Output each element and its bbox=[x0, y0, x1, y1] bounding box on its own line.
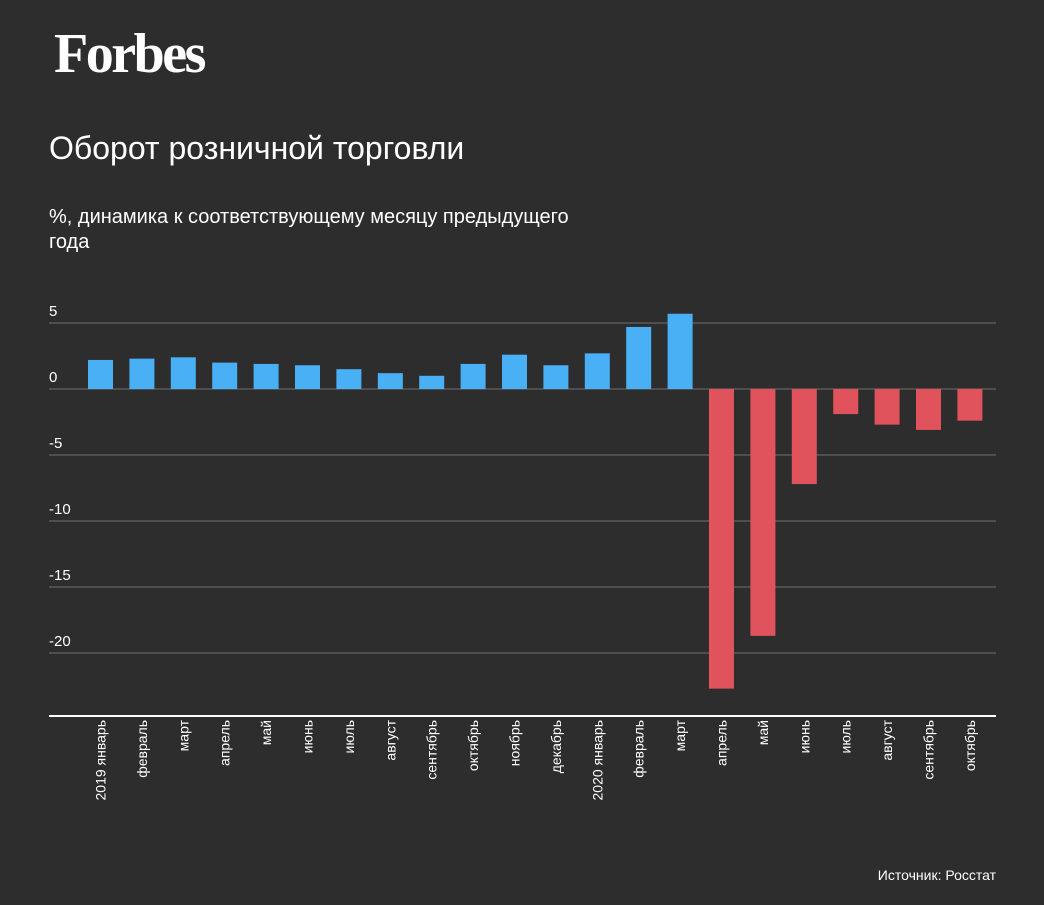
y-tick-label: 0 bbox=[49, 369, 57, 386]
y-tick-label: 5 bbox=[49, 303, 57, 320]
bar bbox=[336, 369, 362, 389]
x-tick-label: сентябрь bbox=[424, 720, 440, 780]
x-tick-label: август bbox=[382, 719, 398, 760]
x-tick-label: декабрь bbox=[548, 720, 564, 773]
x-tick-label: 2019 январь bbox=[93, 720, 109, 801]
source-note: Источник: Росстат bbox=[877, 867, 996, 883]
bar bbox=[916, 389, 941, 430]
bar bbox=[874, 389, 900, 425]
chart-title: Оборот розничной торговли bbox=[49, 130, 465, 166]
y-tick-label: -10 bbox=[49, 501, 71, 518]
bar bbox=[460, 363, 486, 389]
x-tick-label: октябрь bbox=[962, 720, 978, 771]
bar bbox=[502, 354, 527, 389]
x-tick-label: март bbox=[672, 719, 688, 751]
x-tick-label: апрель bbox=[714, 720, 730, 766]
bar bbox=[295, 365, 320, 389]
x-tick-label: август bbox=[879, 719, 895, 760]
bar bbox=[584, 353, 610, 389]
bar bbox=[709, 389, 734, 689]
bar bbox=[791, 389, 817, 485]
x-tick-label: июль bbox=[341, 720, 357, 753]
y-tick-label: -15 bbox=[49, 567, 71, 584]
y-tick-label: -5 bbox=[49, 435, 62, 452]
bar bbox=[419, 375, 445, 389]
bar bbox=[129, 358, 155, 389]
bar bbox=[833, 389, 859, 415]
bar bbox=[626, 326, 652, 389]
x-tick-label: июнь bbox=[796, 720, 812, 753]
bar bbox=[543, 365, 569, 389]
bar bbox=[253, 363, 279, 389]
x-tick-label: февраль bbox=[631, 720, 647, 778]
chart-subtitle: %, динамика к соответствующему месяцу пр… bbox=[49, 206, 569, 253]
forbes-logo: Forbes bbox=[54, 23, 206, 85]
bar bbox=[667, 313, 693, 389]
x-tick-label: ноябрь bbox=[507, 720, 523, 766]
bar bbox=[212, 362, 238, 389]
bars bbox=[88, 313, 983, 689]
y-axis-ticks: 5 0 -5 -10 -15 -20 bbox=[49, 303, 71, 650]
x-tick-label: сентябрь bbox=[921, 720, 937, 780]
bar bbox=[170, 357, 196, 389]
x-tick-label: октябрь bbox=[465, 720, 481, 771]
y-tick-label: -20 bbox=[49, 633, 71, 650]
x-tick-label: июнь bbox=[300, 720, 316, 753]
x-tick-label: май bbox=[258, 720, 274, 745]
x-tick-label: 2020 январь bbox=[589, 720, 605, 801]
x-tick-label: апрель bbox=[217, 720, 233, 766]
x-tick-label: май bbox=[755, 720, 771, 745]
x-tick-label: июль bbox=[838, 720, 854, 753]
x-axis-labels: 2019 январь февраль март апрель май июнь июль а… bbox=[93, 719, 978, 800]
bar bbox=[750, 389, 776, 636]
x-tick-label: март bbox=[175, 719, 191, 751]
bar bbox=[377, 373, 403, 389]
x-tick-label: февраль bbox=[134, 720, 150, 778]
bar bbox=[88, 359, 113, 389]
bar bbox=[957, 389, 983, 421]
